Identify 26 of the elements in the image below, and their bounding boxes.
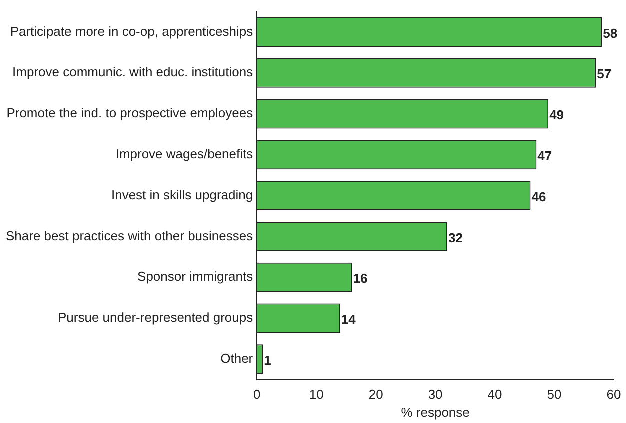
data-label: 1 xyxy=(264,352,272,368)
data-label: 47 xyxy=(538,148,552,164)
data-label: 57 xyxy=(597,66,612,82)
y-tick-label: Improve wages/benefits xyxy=(116,146,254,162)
x-tick-label: 60 xyxy=(606,387,622,402)
y-tick-label: Share best practices with other businesses xyxy=(6,228,254,244)
x-axis-title: % response xyxy=(401,404,470,420)
data-label: 49 xyxy=(550,108,564,123)
x-tick-label: 20 xyxy=(368,387,384,402)
y-tick-label: Invest in skills upgrading xyxy=(111,187,254,202)
y-tick-label: Promote the ind. to prospective employees xyxy=(6,106,254,121)
y-tick-label: Pursue under-represented groups xyxy=(58,310,254,326)
data-label: 58 xyxy=(603,26,618,41)
x-tick-label: 0 xyxy=(254,387,261,402)
y-tick-label: Participate more in co-op, apprenticeships xyxy=(10,24,254,39)
data-label: 32 xyxy=(448,230,463,246)
x-tick-label: 30 xyxy=(428,387,443,402)
x-tick-label: 50 xyxy=(547,387,562,402)
y-tick-label: Sponsor immigrants xyxy=(138,269,254,284)
data-label: 16 xyxy=(353,271,368,286)
data-label: 14 xyxy=(341,312,357,328)
y-tick-label: Improve communic. with educ. institutions xyxy=(12,64,254,80)
x-tick-label: 40 xyxy=(488,387,502,402)
data-label: 46 xyxy=(532,189,546,204)
y-tick-label: Other xyxy=(220,350,254,366)
x-tick-label: 10 xyxy=(309,387,324,402)
